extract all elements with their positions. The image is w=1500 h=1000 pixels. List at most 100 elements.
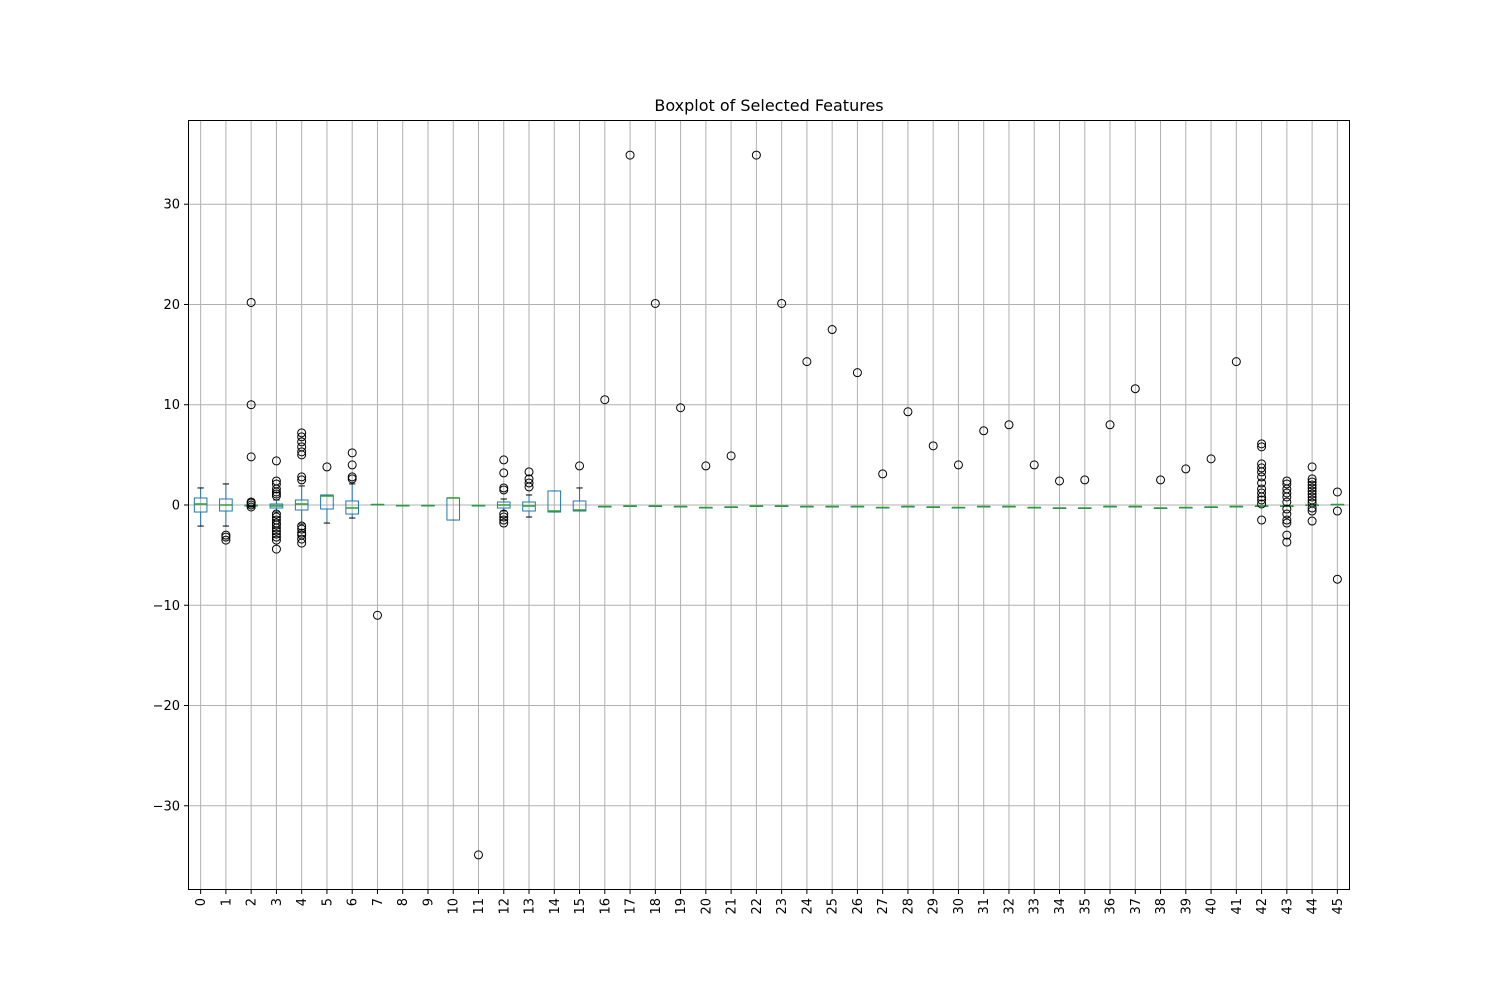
box-16 <box>597 395 612 508</box>
box-26 <box>850 368 865 508</box>
x-tick-label: 32 <box>1002 898 1017 915</box>
flier-point <box>246 400 256 410</box>
flier-point <box>297 432 307 442</box>
box-30 <box>951 460 966 509</box>
flier-point <box>246 297 256 307</box>
flier-point <box>1257 439 1267 449</box>
box-28 <box>901 407 915 508</box>
flier-point <box>600 395 610 405</box>
flier-point <box>751 150 761 160</box>
flier-point <box>297 450 307 460</box>
flier-point <box>928 441 938 451</box>
x-tick-label: 43 <box>1280 898 1295 915</box>
box-11 <box>471 504 486 860</box>
flier-point <box>271 529 281 539</box>
flier-point <box>297 538 307 548</box>
flier-point <box>1332 574 1342 584</box>
grid-layer <box>188 120 1350 890</box>
flier-point <box>1257 492 1267 502</box>
x-tick-label: 44 <box>1306 898 1321 915</box>
flier-point <box>1307 516 1317 526</box>
flier-point <box>297 447 307 457</box>
flier-point <box>1282 504 1292 514</box>
plot-frame <box>188 120 1350 890</box>
x-tick-label: 17 <box>624 898 639 915</box>
flier-point <box>650 298 660 308</box>
flier-point <box>1282 497 1292 507</box>
box-39 <box>1178 464 1193 509</box>
flier-point <box>1307 483 1317 493</box>
flier-point <box>1282 479 1292 489</box>
x-tick-label: 29 <box>927 898 942 915</box>
y-tick-label: 10 <box>163 398 180 413</box>
flier-point <box>1206 454 1216 464</box>
flier-point <box>1282 537 1292 547</box>
flier-point <box>575 461 585 471</box>
flier-point <box>1029 460 1039 470</box>
flier-point <box>347 448 357 458</box>
box-2 <box>244 297 258 512</box>
box-44 <box>1305 462 1319 526</box>
box-42 <box>1254 439 1269 525</box>
x-tick-label: 27 <box>876 898 891 915</box>
flier-point <box>499 518 509 528</box>
flier-point <box>1257 467 1267 477</box>
x-tick-label: 21 <box>725 898 740 915</box>
x-tick-label: 22 <box>750 898 765 915</box>
box-22 <box>749 150 764 508</box>
flier-point <box>347 474 357 484</box>
flier-point <box>271 523 281 533</box>
flier-point <box>499 468 509 478</box>
x-tick-label: 11 <box>472 898 487 915</box>
box-1 <box>219 483 233 545</box>
x-tick-label: 19 <box>674 898 689 915</box>
flier-point <box>1130 384 1140 394</box>
flier-point <box>297 475 307 485</box>
flier-point <box>1307 492 1317 502</box>
x-tick-label: 33 <box>1028 898 1043 915</box>
box-8 <box>395 504 410 507</box>
box-36 <box>1103 420 1117 508</box>
flier-point <box>499 485 509 495</box>
flier-point <box>676 403 686 413</box>
box-32 <box>1002 420 1016 508</box>
flier-point <box>1282 515 1292 525</box>
flier-point <box>1282 518 1292 528</box>
flier-point <box>953 460 963 470</box>
flier-point <box>271 532 281 542</box>
flier-point <box>499 455 509 465</box>
flier-point <box>297 534 307 544</box>
flier-point <box>1257 515 1267 525</box>
x-tick-label: 38 <box>1154 898 1169 915</box>
x-tick-label: 15 <box>573 898 588 915</box>
box-31 <box>976 426 991 508</box>
flier-point <box>1004 420 1014 430</box>
x-tick-label: 40 <box>1205 898 1220 915</box>
flier-point <box>1257 488 1267 498</box>
x-tick-label: 10 <box>447 898 462 915</box>
box-29 <box>926 441 941 509</box>
flier-point <box>1257 472 1267 482</box>
flier-point <box>297 437 307 447</box>
flier-point <box>878 469 888 479</box>
flier-point <box>499 509 509 519</box>
x-tick-label: 9 <box>421 898 436 906</box>
x-tick-label: 5 <box>320 898 335 906</box>
box-33 <box>1027 460 1042 509</box>
box-23 <box>774 298 789 508</box>
flier-point <box>777 298 787 308</box>
flier-point <box>221 535 231 545</box>
x-tick-label: 0 <box>194 898 209 906</box>
flier-point <box>271 484 281 494</box>
x-tick-label: 6 <box>346 898 361 906</box>
box-0 <box>193 487 208 527</box>
x-tick-label: 24 <box>800 898 815 915</box>
flier-point <box>1282 530 1292 540</box>
flier-point <box>271 544 281 554</box>
x-tick-label: 3 <box>270 898 285 906</box>
flier-point <box>347 460 357 470</box>
box-4 <box>294 428 309 548</box>
box-19 <box>673 403 688 508</box>
box-layer <box>193 150 1345 860</box>
